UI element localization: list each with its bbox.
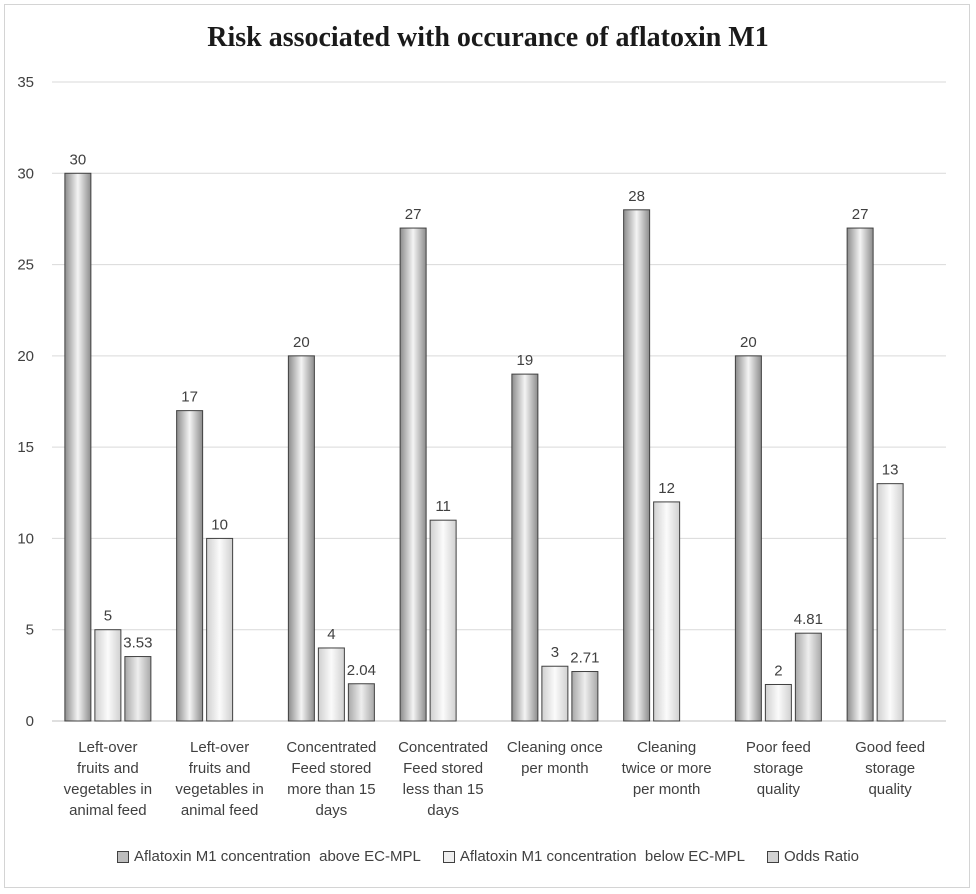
bar-series-2: [206, 537, 234, 722]
y-tick-label: 15: [17, 439, 34, 456]
data-label: 2.04: [347, 662, 376, 679]
bar-series-2: [317, 647, 345, 722]
y-tick-label: 35: [17, 74, 34, 91]
y-tick-label: 0: [26, 713, 34, 730]
legend-item: Aflatoxin M1 concentration above EC-MPL: [117, 848, 421, 865]
data-label: 4: [327, 626, 335, 643]
data-label: 3.53: [123, 635, 152, 652]
y-tick-label: 20: [17, 348, 34, 365]
x-tick-label: Cleaning once per month: [507, 739, 603, 777]
bar-series-1: [846, 227, 874, 722]
legend-swatch: [766, 850, 779, 863]
data-label: 2.71: [570, 650, 599, 667]
chart-legend: Aflatoxin M1 concentration above EC-MPL A…: [0, 848, 976, 865]
bar-series-3: [571, 671, 599, 722]
data-label: 30: [70, 151, 87, 168]
x-tick-label: Cleaning twice or more per month: [622, 739, 712, 798]
x-tick-label: Concentrated Feed stored less than 15 days: [398, 739, 488, 819]
bar-series-1: [64, 172, 92, 722]
y-tick-label: 10: [17, 530, 34, 547]
bar-series-1: [176, 410, 204, 722]
data-label: 27: [405, 206, 422, 223]
bar-series-2: [764, 683, 792, 722]
bar-series-2: [94, 629, 122, 722]
data-label: 4.81: [794, 611, 823, 628]
legend-label: Aflatoxin M1 concentration above EC-MPL: [134, 848, 421, 865]
data-label: 19: [517, 352, 534, 369]
data-label: 20: [293, 334, 310, 351]
legend-item: Aflatoxin M1 concentration below EC-MPL: [442, 848, 745, 865]
bar-series-2: [541, 665, 569, 722]
data-label: 2: [774, 662, 782, 679]
bar-series-2: [876, 483, 904, 722]
legend-swatch: [442, 850, 455, 863]
bar-series-1: [734, 355, 762, 722]
legend-label: Aflatoxin M1 concentration below EC-MPL: [459, 848, 745, 865]
y-tick-label: 30: [17, 165, 34, 182]
bar-series-1: [399, 227, 427, 722]
data-label: 10: [211, 516, 228, 533]
chart-title: Risk associated with occurance of aflato…: [207, 22, 769, 53]
data-label: 13: [882, 462, 899, 479]
x-tick-label: Left-over fruits and vegetables in animal f…: [64, 739, 152, 819]
bar-series-1: [623, 209, 651, 722]
legend-swatch: [117, 850, 129, 863]
bar-series-3: [124, 656, 152, 722]
legend-item: Odds Ratio: [766, 848, 859, 865]
data-label: 27: [852, 206, 869, 223]
chart-frame: [4, 4, 970, 888]
y-tick-label: 5: [26, 622, 34, 639]
x-tick-label: Concentrated Feed stored more than 15 days: [286, 739, 376, 819]
bar-series-1: [287, 355, 315, 722]
bar-series-2: [653, 501, 681, 722]
bar-series-3: [794, 632, 822, 722]
x-tick-label: Good feed storage quality: [855, 739, 925, 798]
data-label: 5: [104, 608, 112, 625]
data-label: 17: [181, 389, 198, 406]
data-label: 11: [435, 498, 451, 515]
data-label: 3: [551, 644, 559, 661]
legend-label: Odds Ratio: [783, 848, 859, 865]
y-tick-label: 25: [17, 257, 34, 274]
bar-series-1: [511, 373, 539, 722]
data-label: 20: [740, 334, 757, 351]
x-tick-label: Poor feed storage quality: [746, 739, 811, 798]
x-tick-label: Left-over fruits and vegetables in animal f…: [175, 739, 263, 819]
data-label: 12: [658, 480, 675, 497]
bar-series-2: [429, 519, 457, 722]
data-label: 28: [628, 188, 645, 205]
bar-series-3: [347, 683, 375, 722]
